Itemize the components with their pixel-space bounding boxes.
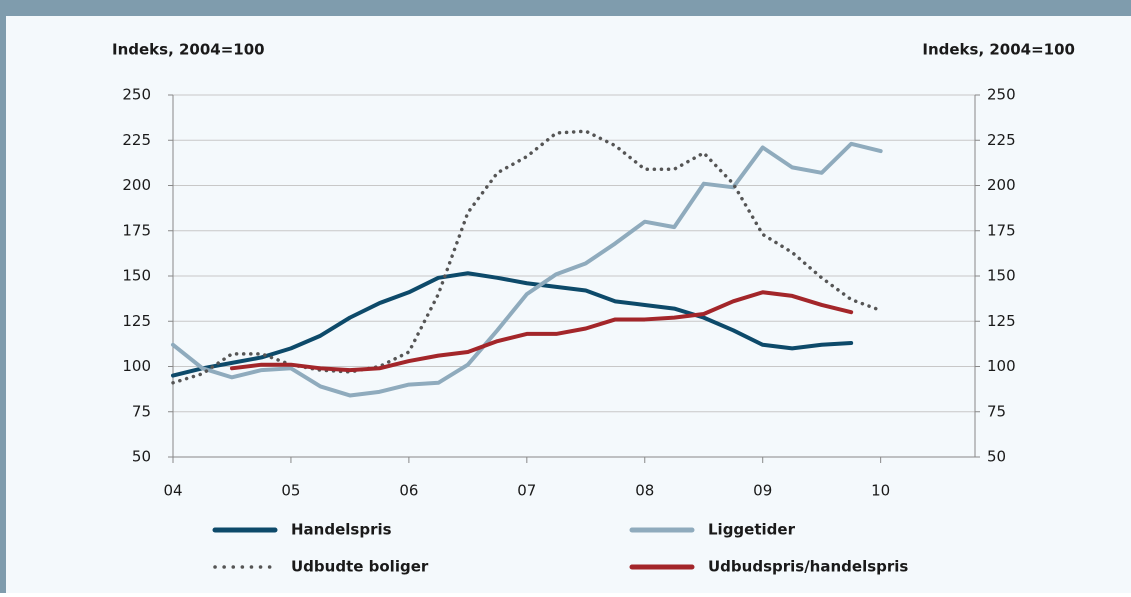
x-tick-label: 10 [871,482,890,500]
legend-label: Udbudspris/handelspris [708,558,908,576]
legend-label: Liggetider [708,521,796,539]
y2-tick-label: 150 [987,267,1016,285]
y-tick-label: 50 [132,448,151,466]
y-tick-label: 225 [122,131,151,149]
y-tick-label: 100 [122,357,151,375]
y2-tick-label: 50 [987,448,1006,466]
line-series [229,290,854,373]
y-tick-label: 200 [122,176,151,194]
x-tick-label: 06 [399,482,418,500]
x-tick-label: 09 [753,482,772,500]
x-tick-label: 04 [163,482,182,500]
legend-label: Udbudte boliger [291,558,429,576]
x-tick-label: 07 [517,482,536,500]
line-series [171,141,883,398]
y-tick-label: 175 [122,221,151,239]
y2-axis-label: Indeks, 2004=100 [922,41,1075,59]
y-axis-label: Indeks, 2004=100 [112,41,265,59]
y2-tick-label: 125 [987,312,1016,330]
y2-tick-label: 175 [987,221,1016,239]
y-tick-label: 125 [122,312,151,330]
y2-tick-label: 200 [987,176,1016,194]
x-tick-label: 05 [281,482,300,500]
y-tick-label: 150 [122,267,151,285]
legend-label: Handelspris [291,521,392,539]
y2-tick-label: 250 [987,86,1016,104]
panel [6,16,1131,593]
y2-tick-label: 75 [987,402,1006,420]
y2-tick-label: 225 [987,131,1016,149]
y2-tick-label: 100 [987,357,1016,375]
y-tick-label: 75 [132,402,151,420]
x-tick-label: 08 [635,482,654,500]
line-series [171,271,854,378]
y-tick-label: 250 [122,86,151,104]
